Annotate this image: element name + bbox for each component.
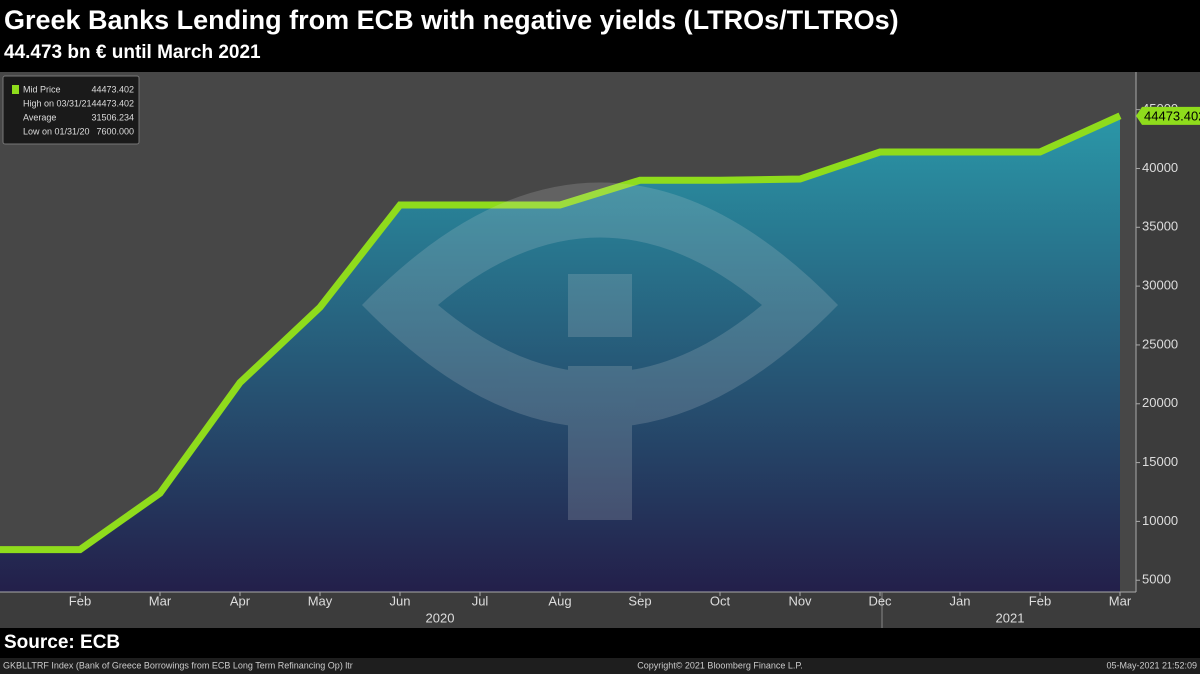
x-tick-label: Oct (710, 593, 731, 608)
footer-right: 05-May-2021 21:52:09 (1106, 660, 1197, 670)
x-tick-label: Dec (868, 593, 892, 608)
x-tick-label: Jan (950, 593, 971, 608)
x-tick-label: Aug (548, 593, 571, 608)
last-value-tag (1136, 106, 1200, 125)
source: Source: ECB (4, 632, 120, 653)
legend-value: 31506.234 (91, 112, 134, 122)
legend-value: 44473.402 (91, 84, 134, 94)
y-tick-label: 30000 (1142, 278, 1178, 293)
footer-center: Copyright© 2021 Bloomberg Finance L.P. (637, 660, 803, 670)
legend-value: 7600.000 (96, 126, 134, 136)
legend-label: Mid Price (23, 84, 61, 94)
year-label: 2020 (426, 610, 455, 625)
source-bar (0, 628, 1200, 658)
legend-label: High on 03/31/21 (23, 98, 92, 108)
line (0, 112, 1122, 554)
y-tick-label: 25000 (1142, 336, 1178, 351)
y-tick-label: 10000 (1142, 513, 1178, 528)
last-value-label: 44473.402 (1144, 108, 1200, 123)
x-tick-label: Jun (390, 593, 411, 608)
x-tick-label: Mar (149, 593, 172, 608)
y-tick-label: 15000 (1142, 454, 1178, 469)
y-tick-label: 40000 (1142, 160, 1178, 175)
x-tick-label: May (308, 593, 333, 608)
watermark (362, 182, 838, 520)
chart-title: Greek Banks Lending from ECB with negati… (4, 5, 899, 35)
chart-subtitle: 44.473 bn € until March 2021 (4, 42, 261, 63)
x-tick-label: Feb (1029, 593, 1051, 608)
x-tick-label: Feb (69, 593, 91, 608)
x-tick-label: Jul (472, 593, 489, 608)
x-tick-label: Nov (788, 593, 812, 608)
x-tick-label: Sep (628, 593, 651, 608)
x-tick-label: Mar (1109, 593, 1132, 608)
header (0, 0, 1200, 72)
x-tick-label: Apr (230, 593, 251, 608)
legend (2, 75, 140, 145)
area (0, 115, 1120, 592)
y-tick-label: 35000 (1142, 219, 1178, 234)
year-label: 2021 (996, 610, 1025, 625)
legend-value: 44473.402 (91, 98, 134, 108)
y-tick-label: 5000 (1142, 572, 1171, 587)
legend-label: Low on 01/31/20 (23, 126, 90, 136)
y-tick-label: 20000 (1142, 395, 1178, 410)
footer-left: GKBLLTRF Index (Bank of Greece Borrowing… (3, 660, 353, 670)
footer (0, 658, 1200, 674)
legend-label: Average (23, 112, 56, 122)
